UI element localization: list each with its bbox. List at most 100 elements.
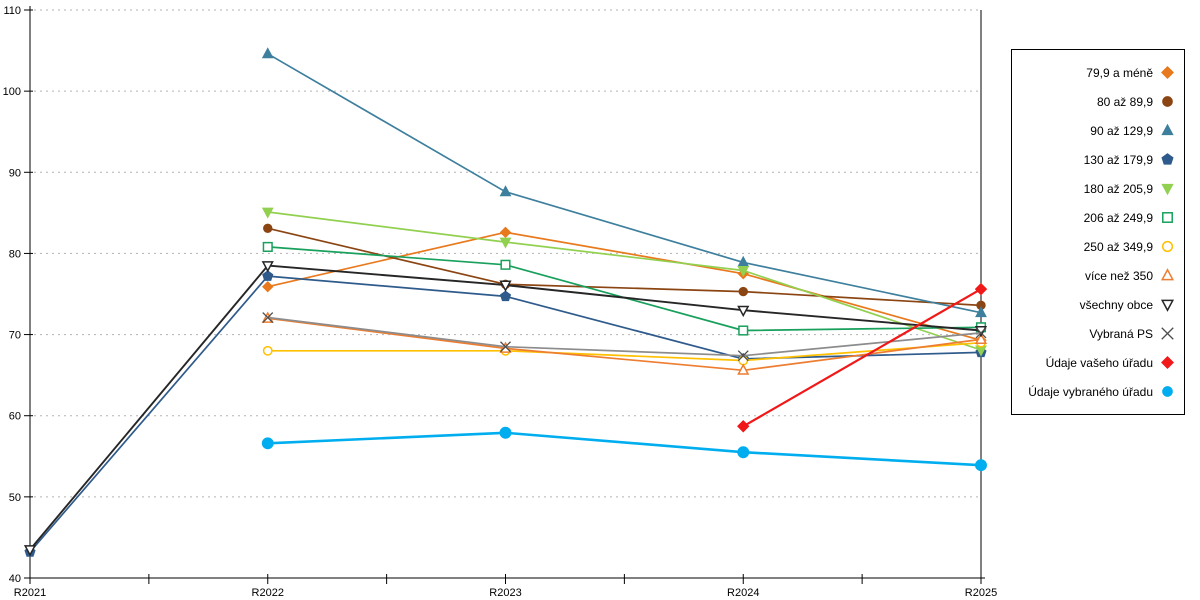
x-marker-icon xyxy=(500,341,511,353)
x-tick-label: R2021 xyxy=(14,587,46,599)
x-tick-label: R2022 xyxy=(252,587,284,599)
circle-marker-icon xyxy=(1162,386,1173,397)
x-marker-icon xyxy=(975,327,987,339)
legend-marker-icon xyxy=(1161,153,1174,165)
legend-item: 180 až 205,9 xyxy=(1012,181,1184,196)
legend-item: 90 až 129,9 xyxy=(1012,123,1184,138)
legend-marker-icon xyxy=(1161,183,1174,196)
series-line xyxy=(267,53,982,314)
triangle-down-marker-icon xyxy=(737,305,750,318)
x-marker-icon xyxy=(262,312,274,323)
legend-item-label: 206 až 249,9 xyxy=(1083,210,1153,225)
legend: 79,9 a méně 80 až 89,9 90 až 129,9 130 až 1… xyxy=(1011,49,1185,415)
legend-item: Vybraná PS xyxy=(1012,326,1184,341)
triangle-down-marker-icon xyxy=(499,280,512,292)
legend-item-label: více než 350 xyxy=(1084,268,1153,283)
legend-item-label: 250 až 349,9 xyxy=(1083,239,1153,254)
triangle-down-marker-icon xyxy=(1161,183,1174,196)
pentagon-marker-icon xyxy=(1161,153,1174,165)
triangle-down-marker-icon xyxy=(261,207,274,219)
circle-marker-icon xyxy=(975,459,987,472)
triangle-up-marker-icon xyxy=(1160,268,1175,281)
x-tick-label: R2023 xyxy=(489,587,521,599)
triangle-down-marker-icon xyxy=(1160,299,1175,312)
triangle-down-marker-icon xyxy=(261,261,274,273)
circle-marker-icon xyxy=(1161,240,1174,253)
y-tick-label: 40 xyxy=(9,573,21,585)
legend-item: 80 až 89,9 xyxy=(1012,94,1184,109)
y-tick-label: 50 xyxy=(9,492,21,504)
square-marker-icon xyxy=(262,241,273,252)
y-tick-label: 100 xyxy=(3,86,21,98)
series-line xyxy=(267,341,982,362)
circle-marker-icon xyxy=(499,426,512,439)
x-marker-icon xyxy=(1161,327,1174,340)
y-tick-label: 90 xyxy=(9,167,21,179)
x-tick-label: R2024 xyxy=(727,587,759,599)
square-marker-icon xyxy=(738,325,749,336)
circle-marker-icon xyxy=(738,286,748,297)
triangle-up-marker-icon xyxy=(737,363,750,375)
legend-marker-icon xyxy=(1161,123,1174,136)
diamond-marker-icon xyxy=(262,280,274,293)
triangle-down-marker-icon xyxy=(499,237,512,249)
circle-marker-icon xyxy=(261,437,274,450)
legend-item: Údaje vašeho úřadu xyxy=(1012,355,1184,370)
diamond-marker-icon xyxy=(499,226,512,239)
legend-item-label: 130 až 179,9 xyxy=(1083,152,1153,167)
series-line xyxy=(267,231,982,342)
legend-item-label: 90 až 129,9 xyxy=(1090,123,1153,138)
triangle-up-marker-icon xyxy=(499,185,512,197)
y-tick-label: 60 xyxy=(9,411,21,423)
circle-marker-icon xyxy=(263,223,273,233)
x-tick-label: R2025 xyxy=(965,587,997,599)
diamond-marker-icon xyxy=(1161,356,1174,369)
legend-item: 79,9 a méně xyxy=(1012,65,1184,80)
y-tick-label: 80 xyxy=(9,248,21,260)
legend-marker-icon xyxy=(1161,356,1174,369)
triangle-up-marker-icon xyxy=(974,332,988,344)
series-line xyxy=(267,317,982,372)
circle-marker-icon xyxy=(262,345,273,356)
series-line xyxy=(267,316,982,357)
series-line xyxy=(267,227,982,307)
legend-marker-icon xyxy=(1161,327,1174,340)
pentagon-marker-icon xyxy=(499,290,512,302)
legend-marker-icon xyxy=(1160,299,1175,312)
legend-item-label: 79,9 a méně xyxy=(1086,65,1153,80)
series-line xyxy=(267,431,982,467)
series-line xyxy=(742,288,982,428)
diamond-marker-icon xyxy=(737,420,750,433)
pentagon-marker-icon xyxy=(262,270,274,281)
triangle-down-marker-icon xyxy=(737,266,750,278)
y-tick-label: 110 xyxy=(3,5,21,17)
legend-marker-icon xyxy=(1161,240,1174,253)
legend-marker-icon xyxy=(1162,96,1173,107)
legend-item-label: Údaje vašeho úřadu xyxy=(1045,355,1153,370)
legend-marker-icon xyxy=(1161,66,1174,79)
legend-item: Údaje vybraného úřadu xyxy=(1012,384,1184,399)
legend-item-label: všechny obce xyxy=(1079,297,1153,312)
square-marker-icon xyxy=(500,259,511,270)
series-line xyxy=(29,264,982,551)
legend-item-label: 180 až 205,9 xyxy=(1083,181,1153,196)
triangle-down-marker-icon xyxy=(23,545,37,557)
legend-item: 206 až 249,9 xyxy=(1012,210,1184,225)
legend-marker-icon xyxy=(1162,212,1173,223)
x-marker-icon xyxy=(737,350,749,362)
square-marker-icon xyxy=(1162,212,1173,223)
legend-marker-icon xyxy=(1160,268,1175,281)
legend-item: 130 až 179,9 xyxy=(1012,152,1184,167)
triangle-up-marker-icon xyxy=(261,47,274,59)
y-tick-label: 70 xyxy=(9,330,21,342)
diamond-marker-icon xyxy=(1161,66,1174,79)
legend-marker-icon xyxy=(1162,386,1173,397)
legend-item-label: 80 až 89,9 xyxy=(1096,94,1153,109)
circle-marker-icon xyxy=(1162,96,1173,107)
series-line xyxy=(267,211,982,351)
legend-item-label: Vybraná PS xyxy=(1089,326,1153,341)
legend-item: všechny obce xyxy=(1012,297,1184,312)
triangle-up-marker-icon xyxy=(975,306,987,318)
legend-item: více než 350 xyxy=(1012,268,1184,283)
